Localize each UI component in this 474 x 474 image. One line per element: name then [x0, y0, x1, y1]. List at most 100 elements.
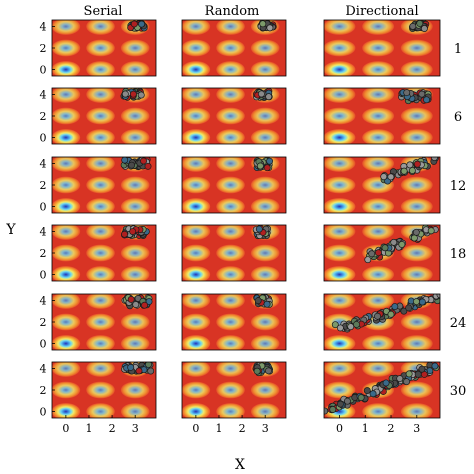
data-point — [145, 362, 153, 368]
potential-well — [400, 39, 433, 57]
potential-well — [400, 335, 433, 350]
potential-well — [362, 225, 395, 240]
potential-well — [86, 20, 115, 35]
potential-well — [52, 107, 81, 125]
data-point — [416, 20, 424, 27]
potential-well — [250, 61, 280, 76]
potential-well — [324, 129, 356, 144]
panel-random-1 — [182, 20, 286, 76]
column-title-directional: Directional — [345, 4, 418, 19]
data-point — [381, 244, 389, 252]
y-tick-label: 4 — [40, 20, 47, 33]
potential-well — [324, 244, 356, 262]
potential-well — [216, 157, 245, 172]
potential-well — [52, 88, 81, 103]
data-point — [391, 303, 399, 310]
potential-well — [120, 39, 150, 57]
data-point — [387, 310, 395, 318]
potential-well — [52, 244, 81, 262]
potential-well — [182, 225, 211, 240]
column-title-random: Random — [205, 4, 260, 19]
data-point — [266, 24, 274, 32]
data-point — [266, 157, 274, 165]
x-tick-label: 1 — [85, 422, 92, 435]
panel-serial-6 — [52, 88, 156, 144]
potential-well — [362, 362, 395, 377]
row-label-6: 6 — [454, 110, 462, 125]
potential-well — [216, 176, 245, 194]
y-tick-label: 0 — [40, 64, 47, 77]
potential-well — [120, 244, 150, 262]
potential-well — [250, 244, 280, 262]
data-point — [387, 173, 395, 181]
potential-well — [86, 244, 115, 262]
panel-directional-12 — [324, 157, 440, 213]
potential-well — [400, 266, 433, 281]
data-point — [418, 90, 426, 98]
potential-well — [52, 198, 81, 213]
potential-well — [362, 39, 395, 57]
potential-well — [250, 176, 280, 194]
x-tick-label: 0 — [336, 422, 343, 435]
panel-directional-1 — [324, 20, 440, 76]
panel-serial-18 — [52, 225, 156, 281]
potential-well — [120, 198, 150, 213]
row-label-30: 30 — [450, 384, 467, 399]
potential-well — [52, 403, 81, 418]
potential-well — [120, 129, 150, 144]
data-point — [405, 370, 413, 378]
potential-well — [324, 362, 356, 377]
panel-random-30 — [182, 362, 286, 418]
data-point — [121, 90, 129, 98]
potential-well — [324, 176, 356, 194]
y-tick-label: 0 — [40, 269, 47, 282]
potential-well — [216, 244, 245, 262]
potential-well — [250, 266, 280, 281]
data-point — [121, 157, 129, 164]
potential-well — [120, 381, 150, 399]
data-point — [409, 22, 417, 30]
potential-well — [52, 266, 81, 281]
data-point — [364, 256, 372, 264]
potential-well — [182, 61, 211, 76]
x-tick-label: 0 — [62, 422, 69, 435]
y-tick-label: 2 — [40, 316, 47, 329]
panel-random-24 — [182, 294, 286, 350]
potential-well — [52, 225, 81, 240]
panel-serial-30 — [52, 362, 156, 418]
potential-well — [120, 403, 150, 418]
potential-well — [86, 157, 115, 172]
potential-well — [86, 381, 115, 399]
potential-well — [400, 107, 433, 125]
potential-well — [216, 129, 245, 144]
potential-well — [250, 335, 280, 350]
potential-well — [216, 266, 245, 281]
x-tick-label: 2 — [109, 422, 116, 435]
data-point — [431, 157, 438, 162]
x-tick-label: 1 — [362, 422, 369, 435]
data-point — [140, 157, 147, 165]
potential-well — [400, 61, 433, 76]
panel-frame — [323, 361, 441, 419]
panel-frame — [323, 224, 441, 282]
potential-well — [324, 225, 356, 240]
potential-well — [324, 335, 356, 350]
x-tick-label: 2 — [239, 422, 246, 435]
potential-well — [52, 335, 81, 350]
y-axis-label: Y — [5, 222, 16, 238]
data-point — [368, 250, 376, 258]
x-tick-label: 3 — [262, 422, 269, 435]
panel-serial-24 — [52, 294, 156, 350]
potential-well — [250, 403, 280, 418]
data-point — [336, 324, 344, 332]
data-point — [382, 379, 390, 387]
potential-well — [182, 157, 211, 172]
potential-well — [362, 88, 395, 103]
data-point — [413, 160, 421, 168]
potential-well — [324, 381, 356, 399]
data-point — [343, 397, 351, 405]
potential-well — [86, 294, 115, 309]
potential-well — [362, 20, 395, 35]
panel-directional-24 — [324, 294, 440, 350]
column-title-serial: Serial — [84, 4, 123, 19]
